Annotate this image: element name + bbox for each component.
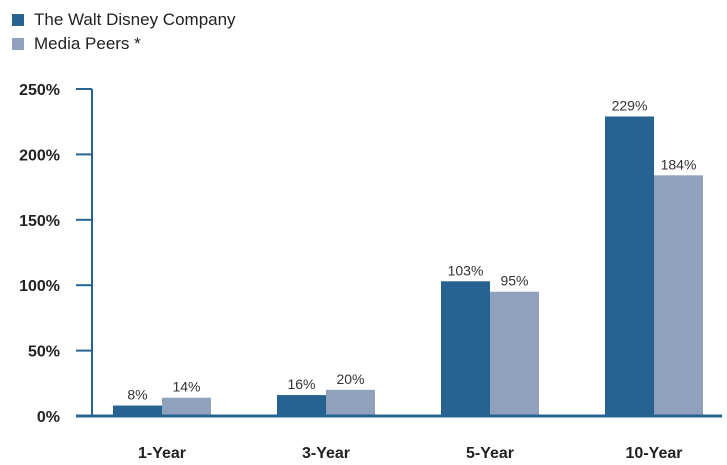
- bar-media-peers: [326, 389, 375, 416]
- bar-disney: [277, 395, 326, 416]
- bar-value-label: 95%: [500, 273, 528, 289]
- bar-value-label: 229%: [612, 97, 648, 113]
- bar-disney: [441, 281, 490, 416]
- bar-value-label: 20%: [336, 371, 364, 387]
- y-tick-label: 200%: [19, 147, 60, 164]
- y-tick-label: 150%: [19, 213, 60, 230]
- bar-value-label: 184%: [661, 156, 697, 172]
- bar-media-peers: [654, 175, 703, 416]
- bar-value-label: 16%: [287, 376, 315, 392]
- bar-value-label: 103%: [448, 262, 484, 278]
- x-category-label: 10-Year: [626, 445, 683, 462]
- legend-item-disney: The Walt Disney Company: [12, 8, 236, 32]
- y-tick-label: 0%: [37, 409, 60, 426]
- legend-swatch-disney: [12, 14, 24, 26]
- y-tick-label: 100%: [19, 278, 60, 295]
- bar-disney: [113, 405, 162, 416]
- legend-item-media-peers: Media Peers *: [12, 32, 236, 56]
- legend-swatch-media-peers: [12, 38, 24, 50]
- y-tick-label: 50%: [28, 344, 60, 361]
- legend-label-media-peers: Media Peers *: [34, 34, 141, 53]
- y-tick-label: 250%: [19, 82, 60, 99]
- legend: The Walt Disney Company Media Peers *: [12, 8, 236, 56]
- bar-media-peers: [162, 397, 211, 416]
- bar-disney: [605, 116, 654, 416]
- bar-value-label: 8%: [127, 387, 147, 403]
- x-category-label: 5-Year: [466, 445, 514, 462]
- x-category-label: 1-Year: [138, 445, 186, 462]
- bar-media-peers: [490, 291, 539, 416]
- bar-value-label: 14%: [172, 379, 200, 395]
- x-category-label: 3-Year: [302, 445, 350, 462]
- legend-label-disney: The Walt Disney Company: [34, 10, 236, 29]
